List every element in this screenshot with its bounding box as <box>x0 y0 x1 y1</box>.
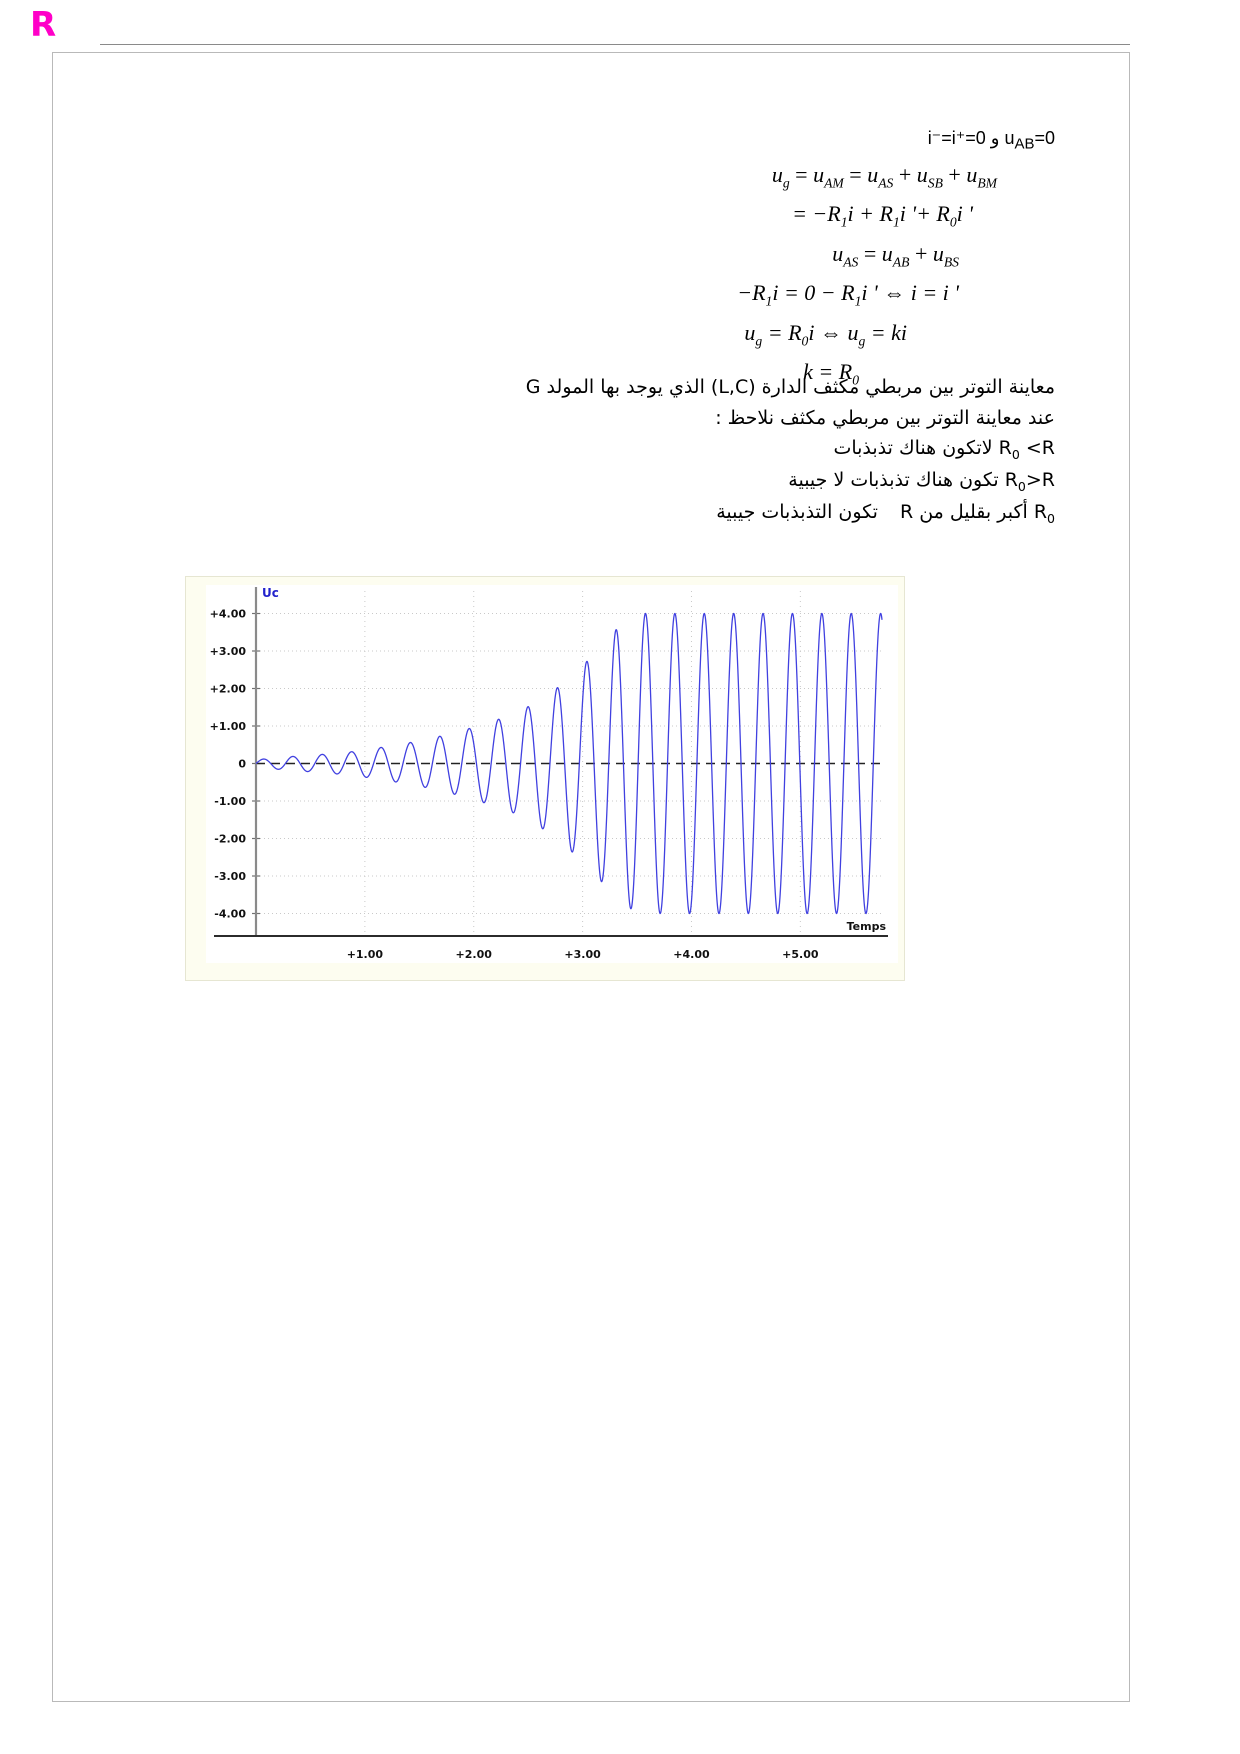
arabic-line-5-text-b: تكون التذبذبات جيبية <box>716 501 878 524</box>
arabic-line-1: معاينة التوتر بين مربطي مكثف الدارة (L,C… <box>525 376 1055 398</box>
r0-subscript: 0 <box>1011 446 1020 462</box>
arabic-line-5: R0 أكبر بقليل من R تكون التذبذبات جيبية <box>55 499 1055 528</box>
equation-line-3: uAS = uAB + uBS <box>832 240 959 270</box>
condition-subscript: AB <box>1014 135 1035 153</box>
eq5-b: = R <box>767 319 802 345</box>
eq4-sub1: 1 <box>765 293 773 309</box>
r0-comparison: <R <box>1019 437 1055 460</box>
eq3-sub1: AS <box>843 254 859 270</box>
eq1-sub3: AS <box>878 175 894 191</box>
eq2-d: i ' <box>956 201 973 227</box>
r0-subscript: 0 <box>1017 478 1026 494</box>
equation-block: i⁻=i⁺=0 و uAB=0 ug = uAM = uAS + uSB + u… <box>55 126 1055 397</box>
eq3-sub3: BS <box>943 254 959 270</box>
eq5-sub1: g <box>755 332 763 348</box>
eq1-sub4: SB <box>927 175 943 191</box>
chart-ytick-label: +3.00 <box>210 645 247 658</box>
equation-line-5: ug = R0i ⇔ ug = ki <box>55 319 1055 349</box>
r0-symbol: R0 <box>1034 499 1055 528</box>
eq2-sub2: 1 <box>892 214 900 230</box>
eq5-sub3: g <box>858 332 866 348</box>
arabic-text-block: معاينة التوتر بين مربطي مكثف الدارة (L,C… <box>55 374 1055 531</box>
arabic-line-4: R0>R تكون هناك تذبذبات لا جيبية <box>55 467 1055 496</box>
eq3-u2: u <box>881 240 893 266</box>
r0-letter: R <box>1004 469 1018 492</box>
eq4-sub2: 1 <box>854 293 862 309</box>
arabic-line-5-text-a: أكبر بقليل من R <box>899 501 1034 524</box>
r0-subscript: 0 <box>1047 510 1055 526</box>
r0-comparison: >R <box>1025 469 1055 492</box>
eq4-a: −R <box>737 280 766 306</box>
chart-ytick-label: -3.00 <box>214 870 246 883</box>
r0-letter: R <box>1033 501 1048 524</box>
eq1-u5: u <box>966 161 978 187</box>
oscillation-chart: +4.00 +3.00 +2.00 +1.00 0 -1.00 -2.00 -3.00 -4.0… <box>185 576 905 981</box>
condition-tail: =0 <box>1034 128 1055 148</box>
eq4-c: i ' ⇔ i = i ' <box>861 280 959 306</box>
brand-logo: R <box>30 5 56 45</box>
eq1-u1: u <box>771 161 783 187</box>
eq5-c: i ⇔ u <box>808 319 859 345</box>
r0-letter: R <box>998 437 1012 460</box>
chart-xtick-label: +4.00 <box>673 948 710 961</box>
chart-xtick-label: +1.00 <box>347 948 384 961</box>
eq1-u3: u <box>867 161 879 187</box>
eq2-sub1: 1 <box>840 214 848 230</box>
chart-x-ticks: +1.00 +2.00 +3.00 +4.00 +5.00 <box>347 948 819 961</box>
condition-line: i⁻=i⁺=0 و uAB=0 <box>55 126 1055 155</box>
page-border <box>52 52 1130 1702</box>
eq3-u1: u <box>832 240 844 266</box>
chart-ytick-label: 0 <box>238 758 246 771</box>
chart-ytick-label: +1.00 <box>210 720 247 733</box>
eq6-sub1: 0 <box>852 372 859 388</box>
condition-text: i⁻=i⁺=0 و u <box>927 128 1015 148</box>
chart-ytick-label: -2.00 <box>214 833 246 846</box>
eq3-u3: u <box>932 240 944 266</box>
eq3-sub2: AB <box>892 254 910 270</box>
arabic-line-3-text: لاتكون هناك تذبذبات <box>833 437 999 460</box>
chart-y-ticks: +4.00 +3.00 +2.00 +1.00 0 -1.00 -2.00 -3.00 -4.0… <box>210 608 247 921</box>
eq2-sub3: 0 <box>949 214 957 230</box>
eq5-u1: u <box>744 319 756 345</box>
arabic-line-3: R0 <R لاتكون هناك تذبذبات <box>55 435 1055 464</box>
arabic-line-2: عند معاينة التوتر بين مربطي مكثف نلاحظ : <box>715 406 1055 429</box>
chart-trace <box>255 612 883 915</box>
chart-xtick-label: +3.00 <box>564 948 601 961</box>
header-rule <box>100 44 1130 45</box>
chart-ytick-label: -1.00 <box>214 795 246 808</box>
equation-line-4: −R1i = 0 − R1i ' ⇔ i = i ' <box>55 279 1055 309</box>
eq2-c: i '+ R <box>899 201 950 227</box>
eq1-sub2: AM <box>824 175 844 191</box>
chart-plot-background <box>206 585 898 963</box>
eq2-b: i + R <box>847 201 893 227</box>
eq1-u4: u <box>916 161 928 187</box>
eq2-a: = −R <box>792 201 841 227</box>
chart-svg: +4.00 +3.00 +2.00 +1.00 0 -1.00 -2.00 -3.00 -4.0… <box>186 577 904 980</box>
chart-series-label: Uc <box>262 586 279 600</box>
chart-xaxis-label: Temps <box>847 920 887 933</box>
arabic-line-4-text: تكون هناك تذبذبات لا جيبية <box>788 469 1005 492</box>
equation-line-2: = −R1i + R1i '+ R0i ' <box>55 200 1055 230</box>
equation-line-6: k = R0 <box>55 358 1055 388</box>
eq1-sub5: BM <box>977 175 997 191</box>
eq5-sub2: 0 <box>801 332 809 348</box>
eq1-u2: u <box>813 161 825 187</box>
r0-lt-r-symbol: R0 <R <box>999 435 1055 464</box>
chart-xtick-label: +2.00 <box>456 948 493 961</box>
chart-ytick-label: +2.00 <box>210 683 247 696</box>
eq6-a: k = R <box>803 359 853 385</box>
chart-xtick-label: +5.00 <box>782 948 819 961</box>
eq1-sub1: g <box>782 175 790 191</box>
eq5-d: = ki <box>870 319 907 345</box>
chart-ytick-label: -4.00 <box>214 908 246 921</box>
chart-ytick-label: +4.00 <box>210 608 247 621</box>
r0-gt-r-symbol: R0>R <box>1005 467 1055 496</box>
equation-line-1: ug = uAM = uAS + uSB + uBM <box>771 161 997 191</box>
eq4-b: i = 0 − R <box>772 280 855 306</box>
chart-gridlines <box>252 591 882 936</box>
